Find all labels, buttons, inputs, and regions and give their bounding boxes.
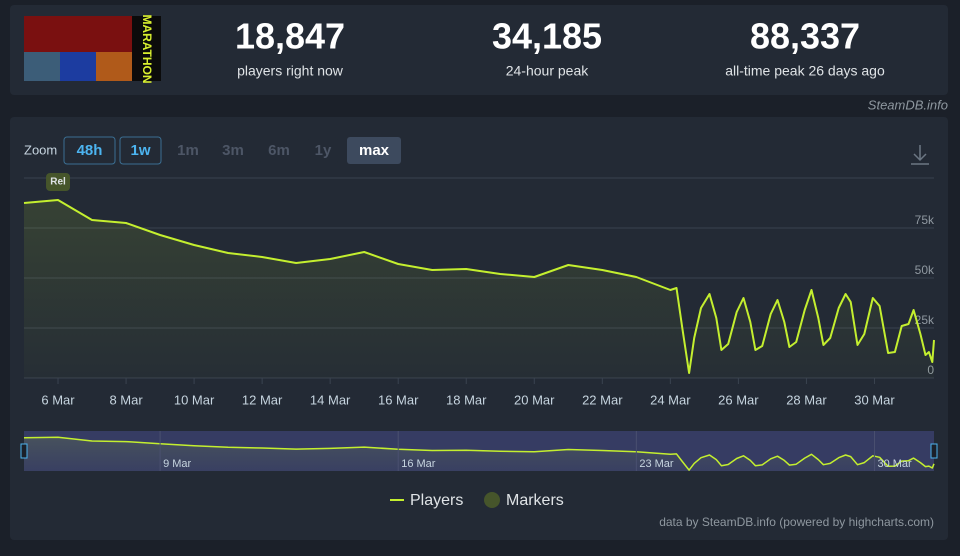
navigator: 9 Mar 16 Mar 23 Mar 30 Mar (23, 431, 935, 471)
zoom-button[interactable] (170, 137, 206, 164)
x-tick-label: 28 Mar (786, 392, 827, 407)
x-tick-label: 18 Mar (446, 392, 487, 407)
stat-value: 88,337 (750, 16, 860, 57)
x-tick-label: 20 Mar (514, 392, 555, 407)
x-tick-label: 22 Mar (582, 392, 623, 407)
x-tick-label: 14 Mar (310, 392, 351, 407)
zoom-button[interactable] (308, 137, 338, 164)
zoom-button-label[interactable]: 1y (315, 142, 332, 159)
y-tick-label: 75k (915, 213, 935, 227)
marker-label: Rel (50, 177, 66, 188)
stat-label: all-time peak 26 days ago (725, 63, 885, 79)
x-tick-label: 24 Mar (650, 392, 691, 407)
x-tick-label: 12 Mar (242, 392, 283, 407)
stat-label: 24-hour peak (506, 63, 590, 79)
x-tick-label: 10 Mar (174, 392, 215, 407)
y-tick-label: 25k (915, 313, 935, 327)
stat-label: players right now (237, 63, 344, 79)
players-line-area (24, 200, 934, 378)
legend-swatch[interactable] (484, 492, 500, 508)
zoom-button[interactable] (214, 137, 252, 164)
stats-card (10, 5, 948, 95)
zoom-button[interactable] (63, 136, 116, 165)
y-tick-label: 50k (915, 263, 935, 277)
navigator-tick-label: 9 Mar (163, 458, 191, 470)
zoom-button[interactable] (119, 136, 162, 165)
zoom-button-label[interactable]: 6m (268, 142, 290, 159)
navigator-handle[interactable] (930, 443, 938, 459)
marker (46, 173, 71, 191)
zoom-button-label[interactable]: 48h (77, 142, 103, 159)
zoom-button-label[interactable]: 1m (177, 142, 199, 159)
logo-text: MARATHON (140, 14, 154, 83)
navigator-handle[interactable] (20, 443, 28, 459)
zoom-button[interactable] (347, 137, 401, 164)
zoom-button-label[interactable]: 1w (130, 142, 150, 159)
players-line (23, 199, 935, 374)
x-tick-label: 16 Mar (378, 392, 419, 407)
stat-value: 34,185 (492, 16, 602, 57)
credits: data by SteamDB.info (powered by highcha… (659, 515, 934, 529)
navigator-tick-label: 23 Mar (639, 458, 674, 470)
navigator-tick-label: 30 Mar (877, 458, 912, 470)
download-icon[interactable] (911, 145, 929, 165)
legend: Players Markers (390, 492, 564, 509)
legend-label[interactable]: Markers (506, 492, 564, 509)
zoom-label: Zoom (24, 142, 57, 157)
legend-label[interactable]: Players (410, 492, 463, 509)
navigator-line (23, 436, 935, 471)
zoom-buttons: 48h 1w 1m 3m 6m 1y max (63, 136, 401, 165)
navigator-line-area (24, 437, 934, 471)
source-link[interactable]: SteamDB.info (868, 97, 948, 112)
zoom-button-label[interactable]: 3m (222, 142, 244, 159)
stat-value: 18,847 (235, 16, 345, 57)
x-tick-label: 6 Mar (41, 392, 75, 407)
zoom-button-label[interactable]: max (359, 142, 390, 159)
x-tick-label: 30 Mar (854, 392, 895, 407)
navigator-tick-label: 16 Mar (401, 458, 436, 470)
game-logo: MARATHON (24, 14, 161, 84)
zoom-button[interactable] (260, 137, 298, 164)
x-tick-label: 26 Mar (718, 392, 759, 407)
x-tick-label: 8 Mar (109, 392, 143, 407)
